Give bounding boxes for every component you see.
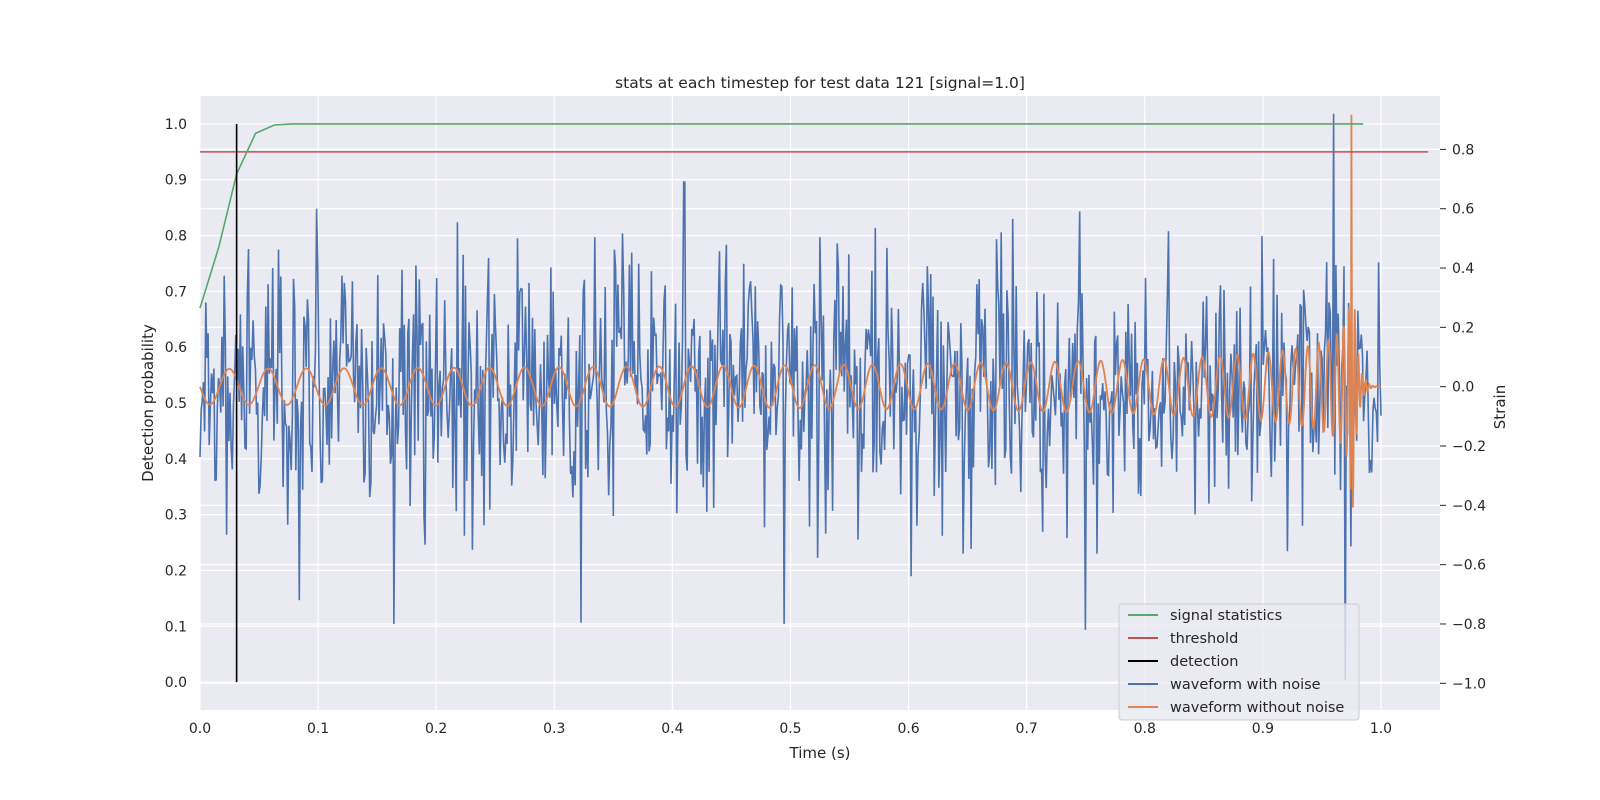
y-right-tick-label: −0.4 (1452, 498, 1486, 514)
y-right-tick-label: 0.2 (1452, 320, 1474, 336)
y-right-tick-label: 0.6 (1452, 202, 1474, 218)
y-right-tick-label: −0.6 (1452, 558, 1486, 574)
y-left-tick-label: 0.0 (165, 675, 187, 691)
legend-label-detection: detection (1170, 654, 1238, 670)
y-axis-right-label: Strain (1491, 385, 1509, 429)
x-tick-label: 0.3 (543, 721, 565, 737)
waveform-without-noise-line (199, 114, 1382, 508)
x-tick-label: 0.2 (425, 721, 447, 737)
x-tick-label: 0.6 (897, 721, 919, 737)
x-tick-label: 0.8 (1134, 721, 1156, 737)
y-left-tick-label: 0.2 (165, 563, 187, 579)
y-left-tick-label: 0.4 (165, 452, 187, 468)
signal-statistics-line (199, 123, 1364, 309)
x-tick-label: 0.7 (1016, 721, 1038, 737)
series (199, 113, 1429, 683)
y-left-tick-label: 0.9 (165, 173, 187, 189)
y-left-tick-label: 0.7 (165, 284, 187, 300)
y-left-tick-label: 1.0 (165, 117, 187, 133)
ticks: 0.0 0.1 0.2 0.3 0.4 0.5 0.6 0.7 0.8 0.9 1.0 0.0 0.1 0… (165, 117, 1486, 737)
y-left-tick-label: 0.5 (165, 396, 187, 412)
y-left-tick-label: 0.3 (165, 508, 187, 524)
x-tick-label: 0.1 (307, 721, 329, 737)
y-right-tick-label: −0.8 (1452, 617, 1486, 633)
y-right-tick-label: 0.4 (1452, 261, 1474, 277)
x-tick-label: 0.9 (1252, 721, 1274, 737)
x-tick-label: 0.0 (189, 721, 211, 737)
y-left-tick-label: 0.8 (165, 229, 187, 245)
y-axis-left-label: Detection probability (139, 324, 157, 482)
chart-title: stats at each timestep for test data 121… (615, 74, 1025, 92)
y-left-tick-label: 0.1 (165, 619, 187, 635)
legend-label-signal-statistics: signal statistics (1170, 608, 1282, 624)
y-right-tick-label: −1.0 (1452, 676, 1486, 692)
y-left-tick-label: 0.6 (165, 340, 187, 356)
x-tick-label: 1.0 (1370, 721, 1392, 737)
legend-label-threshold: threshold (1170, 631, 1238, 647)
x-axis-label: Time (s) (789, 744, 851, 762)
y-right-tick-label: 0.8 (1452, 142, 1474, 158)
x-tick-label: 0.5 (779, 721, 801, 737)
legend-label-waveform-with-noise: waveform with noise (1170, 677, 1321, 693)
x-tick-label: 0.4 (661, 721, 683, 737)
legend: signal statistics threshold detection wa… (1118, 603, 1360, 721)
legend-label-waveform-without-noise: waveform without noise (1170, 700, 1344, 716)
legend-box (1118, 603, 1360, 721)
y-right-tick-label: 0.0 (1452, 380, 1474, 396)
y-right-tick-label: −0.2 (1452, 439, 1486, 455)
